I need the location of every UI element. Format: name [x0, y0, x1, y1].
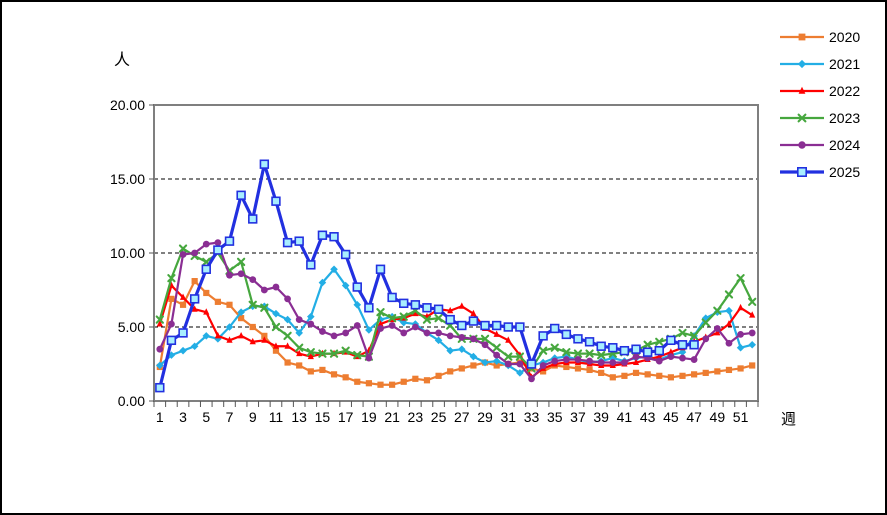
series-line-2023 — [158, 247, 754, 370]
legend-marker-x — [797, 113, 807, 122]
legend-label: 2025 — [829, 163, 861, 180]
x-axis-unit-label: 週 — [781, 411, 797, 428]
x-tick-label: 33 — [524, 409, 540, 425]
series-2024 — [156, 239, 756, 383]
x-tick-label: 49 — [710, 409, 726, 425]
legend-swatch-2021 — [780, 59, 824, 68]
legend-label: 2020 — [829, 28, 861, 45]
legend-marker-open-square — [796, 166, 807, 177]
x-tick-label: 35 — [547, 409, 563, 425]
legend-item-2022: 2022 — [779, 77, 860, 104]
x-tick-label: 1 — [156, 409, 164, 425]
legend-label: 2023 — [829, 109, 861, 126]
x-tick-label: 13 — [291, 409, 307, 425]
x-tick-label: 3 — [179, 409, 187, 425]
legend-item-2023: 2023 — [779, 104, 860, 131]
x-tick-label: 45 — [663, 409, 679, 425]
legend-swatch-2020 — [780, 33, 824, 40]
x-tick-label: 5 — [202, 409, 210, 425]
y-tick-label: 20.00 — [110, 97, 145, 113]
legend-swatch-2023 — [780, 113, 824, 122]
x-tick-label: 31 — [500, 409, 516, 425]
legend-label: 2022 — [829, 82, 861, 99]
legend-swatch-2022 — [780, 86, 824, 94]
x-tick-label: 19 — [361, 409, 377, 425]
legend-marker-diamond — [797, 59, 807, 68]
legend-label: 2021 — [829, 55, 861, 72]
y-axis-unit-label: 人 — [114, 52, 131, 69]
x-tick-label: 7 — [226, 409, 234, 425]
legend-item-2021: 2021 — [779, 50, 860, 77]
x-tick-label: 29 — [477, 409, 493, 425]
x-tick-label: 27 — [454, 409, 470, 425]
series-line-2020 — [158, 280, 753, 386]
legend-label: 2024 — [829, 136, 861, 153]
x-tick-label: 21 — [384, 409, 400, 425]
series-line-2024 — [158, 241, 753, 380]
x-tick-label: 41 — [617, 409, 633, 425]
x-tick-label: 47 — [686, 409, 702, 425]
legend-item-2024: 2024 — [779, 131, 860, 158]
x-tick-label: 39 — [593, 409, 609, 425]
x-tick-label: 25 — [431, 409, 447, 425]
x-tick-label: 43 — [640, 409, 656, 425]
y-tick-label: 10.00 — [110, 245, 145, 261]
legend-swatch-2024 — [780, 140, 824, 149]
series-2025 — [155, 159, 699, 393]
x-tick-label: 9 — [249, 409, 257, 425]
legend-item-2020: 2020 — [779, 23, 860, 50]
legend-marker-circle — [798, 140, 806, 149]
y-tick-label: 5.00 — [118, 319, 145, 335]
legend-swatch-2025 — [780, 166, 824, 177]
x-tick-label: 23 — [408, 409, 424, 425]
chart-legend: 2020 2021 2022 2023 2024 2025 — [779, 23, 860, 185]
legend-marker-triangle — [798, 86, 806, 94]
series-2023 — [155, 244, 757, 373]
series-line-2022 — [158, 284, 753, 379]
x-tick-label: 17 — [338, 409, 354, 425]
x-tick-label: 51 — [733, 409, 749, 425]
x-tick-label: 37 — [570, 409, 586, 425]
x-tick-label: 11 — [269, 409, 284, 425]
legend-item-2025: 2025 — [779, 158, 860, 185]
y-tick-label: 0.00 — [118, 393, 145, 409]
y-tick-label: 15.00 — [110, 171, 145, 187]
x-tick-label: 15 — [315, 409, 331, 425]
legend-marker-square — [798, 33, 806, 40]
